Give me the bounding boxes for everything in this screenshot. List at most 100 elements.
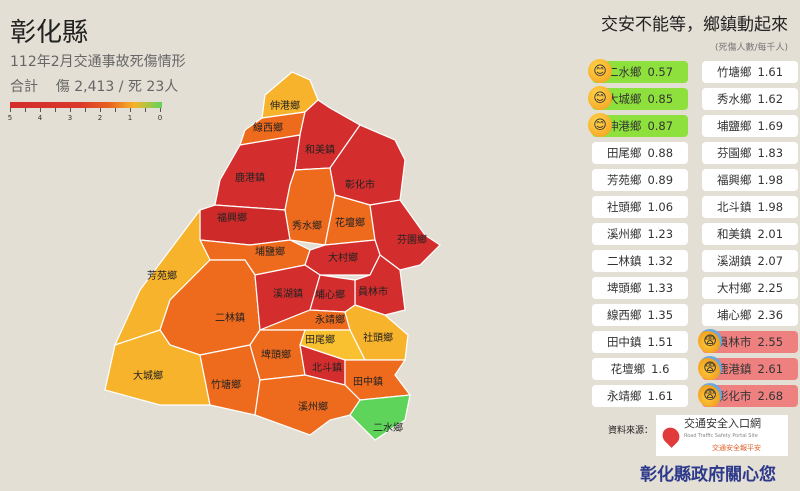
map-region-label: 員林市 [358,285,388,298]
ranking-item: 田中鎮 1.51 [592,331,688,353]
map-region[interactable] [349,394,411,441]
color-legend: 5 4 3 2 1 0 [7,102,162,122]
ranking-item: 埔鹽鄉 1.69 [702,115,798,137]
source-label: 資料來源： [608,426,654,436]
town-rate: 1.62 [757,92,784,106]
smiling-face-icon: 😊 [588,59,612,83]
town-name: 社頭鄉 [606,200,642,214]
map-region-label: 花壇鄉 [335,216,365,229]
town-rate: 1.35 [647,308,674,322]
town-rate: 0.89 [647,173,674,187]
page-title: 彰化縣 [10,18,89,48]
ranking-item: 😨 員林市 2.55 [698,329,798,353]
ranking-item: 埔心鄉 2.36 [702,304,798,326]
ranking-item: 😊 大城鄉 0.85 [588,86,688,110]
map-region-label: 田中鎮 [353,375,383,388]
traffic-safety-portal-logo[interactable]: 交通安全入口網 Road Traffic Safety Portal Site 交通… [656,415,788,456]
total-label: 合計 [10,79,38,95]
legend-tick [25,108,26,112]
ranking-item: 永靖鄉 1.61 [592,385,688,407]
town-rate: 2.61 [757,362,784,376]
ranking-item: 埤頭鄉 1.33 [592,277,688,299]
town-rate: 1.6 [651,362,670,376]
town-name: 秀水鄉 [716,92,752,106]
town-rate: 1.98 [757,200,784,214]
town-name: 員林市 [716,335,752,349]
town-rate: 1.98 [757,173,784,187]
town-name: 北斗鎮 [716,200,752,214]
town-name: 彰化市 [716,389,752,403]
town-rate: 1.83 [757,146,784,160]
town-rate: 1.51 [647,335,674,349]
map-region-label: 埔鹽鄉 [255,245,285,258]
map-region-label: 秀水鄉 [292,219,322,232]
town-name: 永靖鄉 [606,389,642,403]
town-name: 大城鄉 [606,92,642,106]
map-region[interactable] [199,204,291,246]
legend-tick [70,108,71,112]
smiling-face-icon: 😊 [588,113,612,137]
map-region-label: 社頭鄉 [363,331,393,344]
town-rate: 1.32 [647,254,674,268]
legend-tick-label: 4 [37,114,43,122]
town-rate: 1.61 [757,65,784,79]
town-rate: 0.57 [647,65,674,79]
town-rate: 0.87 [647,119,674,133]
ranking-item: 😨 彰化市 2.68 [698,383,798,407]
legend-tick [55,108,56,112]
legend-tick [10,108,11,112]
town-name: 鹿港鎮 [716,362,752,376]
map-region-label: 埤頭鄉 [261,348,291,361]
map-region-label: 竹塘鄉 [211,378,241,391]
town-name: 和美鎮 [716,227,752,241]
map-region-label: 大城鄉 [133,369,163,382]
town-name: 二水鄉 [606,65,642,79]
town-rate: 1.23 [647,227,674,241]
ranking-item: 😊 二水鄉 0.57 [588,59,688,83]
legend-tick [40,108,41,112]
map-region-label: 芳苑鄉 [147,269,177,282]
town-name: 溪湖鎮 [716,254,752,268]
map-region-label: 芬園鄉 [397,233,427,246]
town-name: 伸港鄉 [606,119,642,133]
ranking-item: 😊 伸港鄉 0.87 [588,113,688,137]
map-region-label: 田尾鄉 [305,333,335,346]
map-region-label: 溪湖鎮 [273,287,303,300]
ranking-item: 福興鄉 1.98 [702,169,798,191]
town-name: 田尾鄉 [606,146,642,160]
legend-tick [100,108,101,112]
town-name: 田中鎮 [606,335,642,349]
map-region-label: 二林鎮 [215,311,245,324]
town-name: 埤頭鄉 [606,281,642,295]
footer-message: 彰化縣政府關心您 [640,465,776,485]
ranking-item: 😨 鹿港鎮 2.61 [698,356,798,380]
legend-tick [130,108,131,112]
ranking-item: 溪州鄉 1.23 [592,223,688,245]
town-rate: 1.33 [647,281,674,295]
ranking-item: 線西鄉 1.35 [592,304,688,326]
town-name: 福興鄉 [716,173,752,187]
ranking-item: 田尾鄉 0.88 [592,142,688,164]
town-rate: 2.68 [757,389,784,403]
legend-tick-label: 5 [7,114,13,122]
ranking-item: 秀水鄉 1.62 [702,88,798,110]
map-region-label: 福興鄉 [217,211,247,224]
ranking-item: 和美鎮 2.01 [702,223,798,245]
legend-tick [145,108,146,112]
map-region-label: 鹿港鎮 [235,171,265,184]
ranking-item: 北斗鎮 1.98 [702,196,798,218]
town-rate: 0.85 [647,92,674,106]
ranking-item: 大村鄉 2.25 [702,277,798,299]
legend-tick-label: 3 [67,114,73,122]
total-value: 傷 2,413 / 死 23人 [55,79,179,95]
town-rate: 2.07 [757,254,784,268]
slogan: 交安不能等，鄉鎮動起來 [601,15,788,35]
legend-gradient [10,102,162,108]
total-summary: 合計 傷 2,413 / 死 23人 [10,76,178,96]
map-region-label: 彰化市 [345,178,375,191]
town-name: 竹塘鄉 [716,65,752,79]
ranking-item: 溪湖鎮 2.07 [702,250,798,272]
logo-title: 交通安全入口網 [684,416,761,430]
town-name: 芬園鄉 [716,146,752,160]
